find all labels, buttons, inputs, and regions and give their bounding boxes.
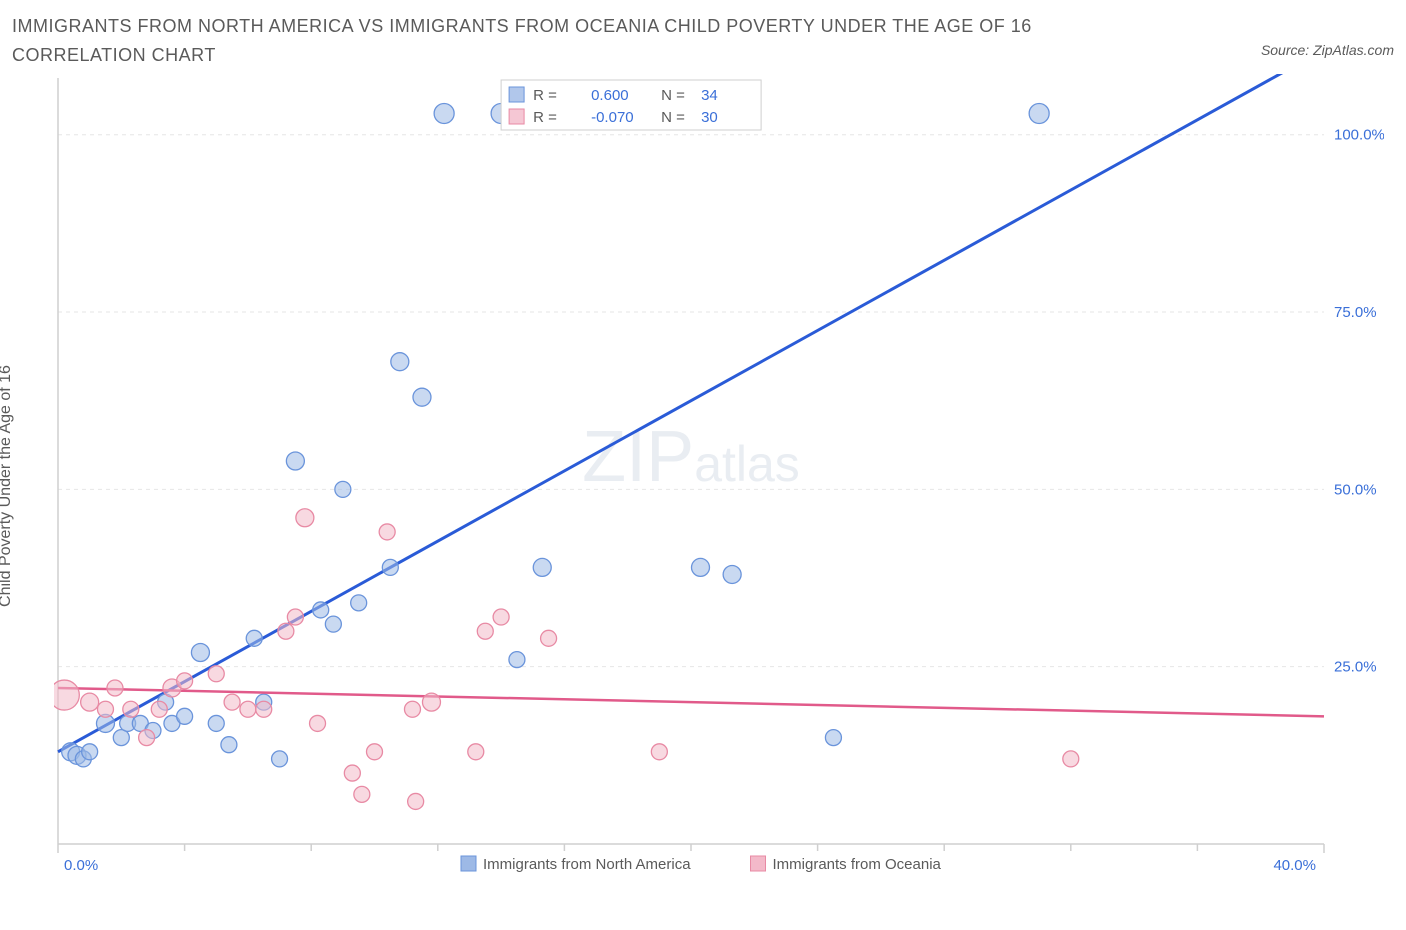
svg-text:N =: N = <box>661 109 685 126</box>
svg-text:75.0%: 75.0% <box>1334 304 1377 321</box>
svg-text:0.0%: 0.0% <box>64 857 98 874</box>
source-label: Source: ZipAtlas.com <box>1261 12 1394 58</box>
svg-text:100.0%: 100.0% <box>1334 126 1384 143</box>
svg-text:30: 30 <box>701 109 718 126</box>
svg-text:50.0%: 50.0% <box>1334 481 1377 498</box>
svg-text:R =: R = <box>533 87 557 104</box>
svg-text:-0.070: -0.070 <box>591 109 634 126</box>
scatter-chart: 25.0% 50.0% 75.0% 100.0% ZIPatlas R = 0.600 N =… <box>54 74 1394 899</box>
svg-text:0.600: 0.600 <box>591 87 629 104</box>
svg-text:R =: R = <box>533 109 557 126</box>
svg-text:N =: N = <box>661 87 685 104</box>
chart-svg: 25.0% 50.0% 75.0% 100.0% ZIPatlas R = 0.600 N =… <box>54 74 1384 894</box>
svg-text:40.0%: 40.0% <box>1273 857 1316 874</box>
svg-text:Immigrants from North America: Immigrants from North America <box>483 856 691 873</box>
svg-text:ZIPatlas: ZIPatlas <box>582 417 800 497</box>
y-axis-label: Child Poverty Under the Age of 16 <box>0 365 15 607</box>
svg-text:34: 34 <box>701 87 718 104</box>
page-title: IMMIGRANTS FROM NORTH AMERICA VS IMMIGRA… <box>12 12 1132 70</box>
svg-text:25.0%: 25.0% <box>1334 658 1377 675</box>
svg-text:Immigrants from Oceania: Immigrants from Oceania <box>773 856 942 873</box>
